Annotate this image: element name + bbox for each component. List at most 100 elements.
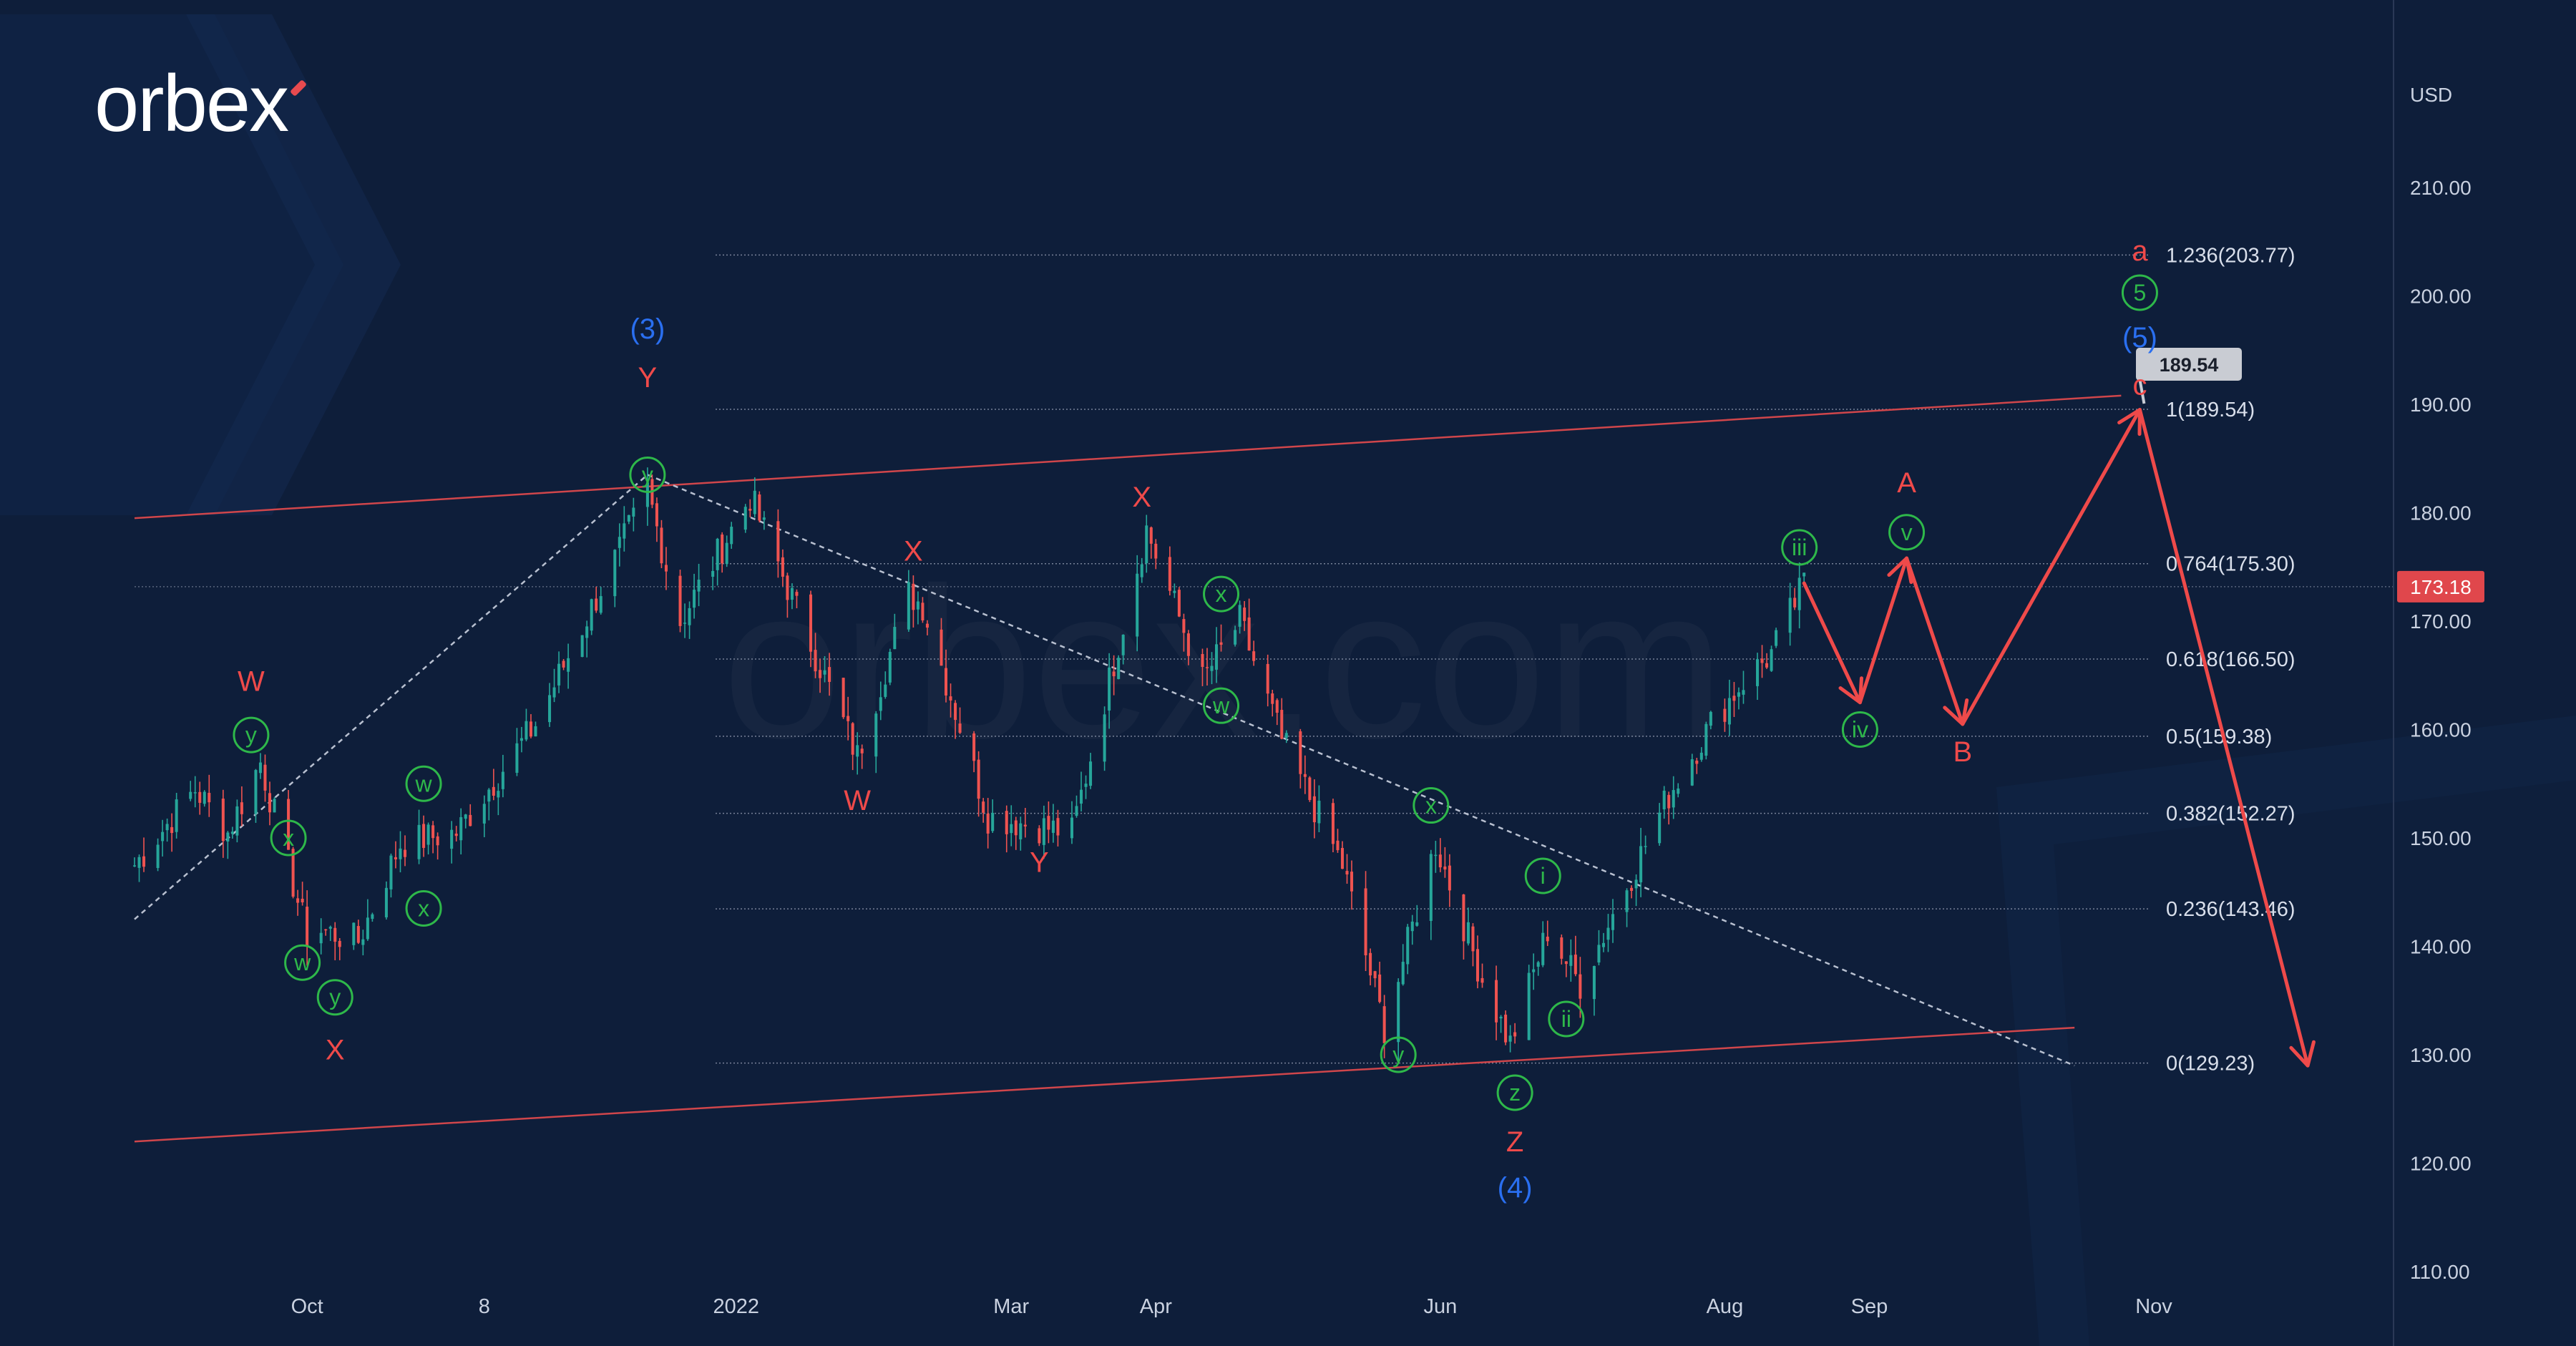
candle-body	[1070, 817, 1074, 839]
candle-body	[1672, 790, 1675, 808]
projection-segment	[1961, 408, 2142, 726]
fib-level-label: 0.764(175.30)	[2166, 553, 2296, 576]
candle-body	[1378, 974, 1382, 1003]
wave-label: y	[1392, 1042, 1404, 1068]
candle-body	[525, 721, 528, 740]
candle-body	[557, 663, 561, 686]
candle-body	[688, 608, 691, 625]
candle-body	[487, 789, 491, 802]
candle-body	[1760, 658, 1764, 663]
candle-body	[1644, 846, 1647, 847]
candle-body	[819, 670, 822, 678]
wave-label-circle	[284, 944, 321, 981]
candle-body	[1303, 774, 1307, 777]
candle-body	[888, 651, 892, 683]
watermark-text: orbex.com	[723, 542, 1725, 783]
candle-body	[721, 534, 724, 564]
candle-body	[944, 668, 948, 696]
candle-body	[263, 764, 267, 791]
axes: USD 110.00 120.00 130.00 140.00 150.00 160.00…	[291, 0, 2484, 1346]
candle-body	[660, 527, 663, 564]
candle-body	[482, 804, 486, 824]
candle-body	[1205, 667, 1209, 668]
x-tick-label: 8	[479, 1295, 490, 1318]
wave-label: y	[245, 722, 257, 748]
candle-body	[1597, 945, 1601, 963]
candle-body	[627, 514, 630, 522]
candle-body	[1611, 914, 1615, 930]
candle-body	[1252, 651, 1256, 661]
candle-body	[170, 826, 174, 834]
candle-body	[1317, 800, 1321, 824]
wave-label: (4)	[1498, 1172, 1533, 1204]
candle-body	[1704, 723, 1708, 756]
candlestick-series	[132, 467, 1806, 1061]
candle-body	[1727, 698, 1731, 725]
candle-body	[273, 799, 276, 813]
candle-body	[1382, 1006, 1386, 1043]
wave-label-circle	[1781, 529, 1818, 566]
candle-body	[328, 927, 332, 929]
y-tick-label: 130.00	[2410, 1044, 2472, 1066]
candle-body	[258, 762, 262, 774]
candle-body	[907, 582, 910, 630]
candle-body	[711, 571, 715, 577]
candle-body	[623, 523, 626, 539]
candle-body	[1089, 761, 1093, 786]
candle-body	[1690, 759, 1694, 786]
candle-body	[795, 592, 799, 596]
candle-body	[1112, 671, 1116, 677]
wave-label: A	[1897, 467, 1916, 499]
candle-body	[645, 482, 649, 507]
candle-body	[958, 723, 962, 733]
candle-body	[954, 703, 957, 721]
candle-body	[1010, 824, 1013, 834]
candle-body	[1443, 866, 1447, 870]
candle-body	[590, 599, 593, 631]
candle-body	[632, 507, 635, 517]
candle-body	[1662, 790, 1666, 809]
candle-body	[1042, 818, 1045, 845]
candle-body	[431, 825, 435, 839]
candle-body	[730, 527, 733, 545]
candle-body	[1214, 644, 1219, 670]
channel-line-dashed-trend	[647, 474, 2075, 1067]
candle-body	[1634, 879, 1638, 889]
wave-label: (3)	[630, 313, 665, 345]
candle-body	[1475, 949, 1480, 982]
candle-body	[175, 799, 178, 832]
candle-body	[552, 687, 556, 698]
candle-body	[1415, 922, 1419, 926]
wave-label: w	[293, 950, 311, 975]
candle-body	[137, 857, 141, 868]
wave-label-circle	[1203, 575, 1240, 613]
wave-label: y	[329, 985, 341, 1010]
candle-body	[399, 848, 402, 859]
candle-body	[1480, 977, 1484, 983]
candle-body	[366, 917, 369, 940]
y-tick-label: 200.00	[2410, 286, 2472, 308]
candle-body	[469, 814, 472, 826]
candle-body	[1699, 752, 1703, 760]
fib-level-label: 0.236(143.46)	[2166, 898, 2296, 921]
candle-body	[333, 927, 337, 942]
target-callout-box	[2136, 348, 2242, 381]
candle-body	[1723, 708, 1727, 722]
candle-body	[1695, 760, 1699, 764]
wave-label: (5)	[2122, 322, 2157, 353]
candle-body	[1019, 823, 1023, 839]
projection-arrowhead	[2289, 1040, 2316, 1068]
wave-label: Z	[1506, 1126, 1523, 1158]
watermark: orbex.com	[723, 542, 1725, 783]
candle-body	[776, 521, 780, 562]
candle-body	[585, 626, 589, 638]
fib-level-label: 1(189.54)	[2166, 399, 2255, 421]
candle-body	[1364, 888, 1367, 956]
candle-body	[1410, 921, 1414, 932]
channel-line-lower	[134, 1026, 2075, 1143]
y-tick-label: 190.00	[2410, 394, 2472, 416]
candle-body	[595, 598, 598, 611]
candle-body	[1793, 598, 1797, 608]
candle-body	[1308, 777, 1312, 800]
